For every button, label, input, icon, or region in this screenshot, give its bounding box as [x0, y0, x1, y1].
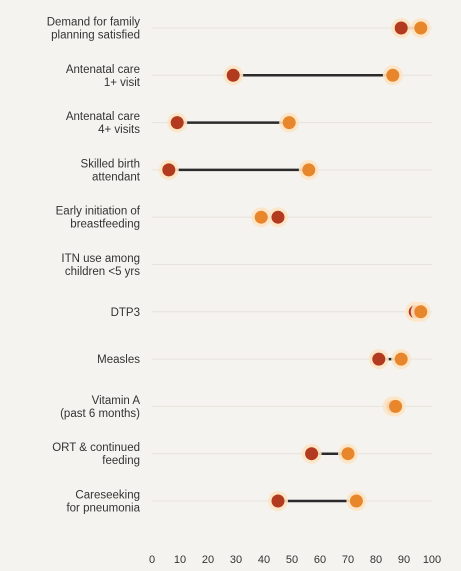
x-tick-label: 0 — [149, 554, 155, 566]
category-label-line: Antenatal care — [66, 111, 140, 123]
data-point — [254, 210, 268, 224]
x-tick-label: 40 — [258, 554, 270, 566]
data-point — [389, 399, 403, 413]
category-label: ITN use among children <5 yrs — [61, 253, 140, 278]
data-points — [158, 18, 431, 511]
category-label-line: Careseeking — [75, 490, 140, 502]
data-point — [386, 68, 400, 82]
category-label-line: Demand for family — [47, 17, 141, 29]
category-label-line: children <5 yrs — [65, 266, 140, 278]
x-tick-label: 10 — [174, 554, 186, 566]
data-point — [226, 68, 240, 82]
x-tick-label: 100 — [423, 554, 441, 566]
data-point — [302, 163, 316, 177]
data-point — [414, 21, 428, 35]
category-label: Antenatal care 4+ visits — [66, 111, 140, 136]
category-label: DTP3 — [111, 307, 140, 319]
category-label-line: Antenatal care — [66, 64, 140, 76]
category-label: ORT & continued feeding — [52, 442, 140, 467]
category-label-line: Vitamin A — [92, 395, 141, 407]
category-label: Demand for family planning satisfied — [47, 17, 141, 42]
x-tick-label: 50 — [286, 554, 298, 566]
category-label: Skilled birth attendant — [81, 158, 141, 183]
category-label-line: 1+ visit — [104, 77, 141, 89]
category-label-line: (past 6 months) — [60, 408, 140, 420]
category-label-line: planning satisfied — [51, 30, 140, 42]
category-label-line: 4+ visits — [98, 124, 140, 136]
x-tick-label: 70 — [342, 554, 354, 566]
data-point — [305, 447, 319, 461]
category-label: Vitamin A (past 6 months) — [60, 395, 140, 420]
category-label-line: breastfeeding — [70, 219, 140, 231]
data-point — [162, 163, 176, 177]
guide-lines — [152, 27, 432, 502]
category-label: Early initiation of breastfeeding — [56, 206, 141, 231]
data-point — [394, 21, 408, 35]
x-tick-label: 60 — [314, 554, 326, 566]
category-label-line: Skilled birth — [81, 158, 140, 170]
category-label-line: Early initiation of — [56, 206, 141, 218]
data-point — [394, 352, 408, 366]
data-point — [170, 116, 184, 130]
category-label-line: for pneumonia — [66, 503, 140, 515]
data-point — [271, 494, 285, 508]
category-label: Careseeking for pneumonia — [66, 490, 140, 515]
data-point — [271, 210, 285, 224]
category-label: Measles — [97, 354, 140, 366]
x-tick-label: 90 — [398, 554, 410, 566]
category-label-line: DTP3 — [111, 307, 140, 319]
data-point — [349, 494, 363, 508]
x-tick-label: 30 — [230, 554, 242, 566]
category-label-line: attendant — [92, 171, 141, 183]
data-point — [282, 116, 296, 130]
x-tick-label: 20 — [202, 554, 214, 566]
category-label-line: feeding — [102, 455, 140, 467]
data-point — [372, 352, 386, 366]
x-axis-ticks: 0 10 20 30 40 50 60 70 80 90 100 — [149, 554, 441, 566]
x-tick-label: 80 — [370, 554, 382, 566]
category-labels: Demand for family planning satisfied Anten… — [47, 17, 141, 515]
category-label-line: Measles — [97, 354, 140, 366]
category-label-line: ORT & continued — [52, 442, 140, 454]
data-point — [414, 305, 428, 319]
category-label-line: ITN use among — [61, 253, 140, 265]
data-point — [341, 447, 355, 461]
category-label: Antenatal care 1+ visit — [66, 64, 141, 89]
